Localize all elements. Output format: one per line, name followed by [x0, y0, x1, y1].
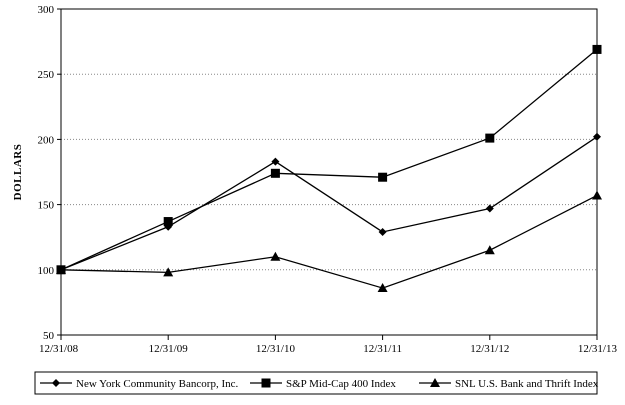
x-tick-label: 12/31/13 — [578, 343, 618, 355]
legend-marker-diamond — [52, 379, 60, 387]
legend-label: New York Community Bancorp, Inc. — [76, 378, 238, 390]
data-point-square — [378, 172, 388, 182]
data-point-diamond — [485, 204, 494, 213]
series-square — [56, 44, 602, 275]
gridlines — [61, 73, 597, 271]
y-tick-label: 250 — [38, 69, 55, 81]
data-point-square — [163, 217, 173, 227]
series-triangle — [56, 190, 602, 293]
legend-item: New York Community Bancorp, Inc. — [40, 378, 238, 390]
y-tick-label: 300 — [38, 4, 55, 16]
plot-area — [60, 8, 598, 336]
x-tick-label: 12/31/10 — [256, 343, 296, 355]
data-point-triangle — [163, 267, 174, 277]
data-point-square — [485, 133, 495, 143]
legend-item: S&P Mid-Cap 400 Index — [250, 378, 396, 390]
legend-box — [34, 371, 598, 395]
legend: New York Community Bancorp, Inc. S&P Mid-… — [34, 371, 599, 395]
legend-marker-square — [261, 378, 271, 388]
data-point-diamond — [378, 227, 387, 236]
series-line — [60, 136, 598, 271]
legend-label: S&P Mid-Cap 400 Index — [286, 378, 396, 390]
data-point-diamond — [593, 132, 601, 141]
series-layer — [56, 44, 602, 293]
data-point-square — [270, 168, 280, 178]
legend-marker-triangle — [430, 378, 440, 387]
data-point-triangle — [484, 245, 495, 255]
y-axis: 50 100 150 200 250 300 — [38, 4, 61, 342]
x-tick-label: 12/31/12 — [470, 343, 509, 355]
series-line — [60, 194, 598, 289]
data-point-triangle — [592, 190, 602, 200]
x-tick-label: 12/31/08 — [39, 343, 79, 355]
y-axis-label: DOLLARS — [12, 144, 24, 201]
data-point-triangle — [56, 264, 66, 274]
series-line — [60, 48, 598, 271]
legend-item: SNL U.S. Bank and Thrift Index — [419, 378, 599, 390]
y-tick-label: 100 — [38, 265, 55, 277]
data-point-diamond — [271, 157, 280, 166]
x-axis: 12/31/08 12/31/09 12/31/10 12/31/11 12/31/12… — [39, 335, 617, 355]
x-tick-label: 12/31/11 — [363, 343, 402, 355]
x-tick-label: 12/31/09 — [149, 343, 189, 355]
series-diamond — [57, 132, 601, 274]
legend-label: SNL U.S. Bank and Thrift Index — [455, 378, 599, 390]
data-point-square — [592, 44, 602, 54]
data-point-triangle — [377, 283, 388, 293]
data-point-triangle — [270, 251, 281, 261]
y-tick-label: 150 — [38, 200, 55, 212]
y-tick-label: 200 — [38, 134, 55, 146]
y-tick-label: 50 — [43, 330, 55, 342]
